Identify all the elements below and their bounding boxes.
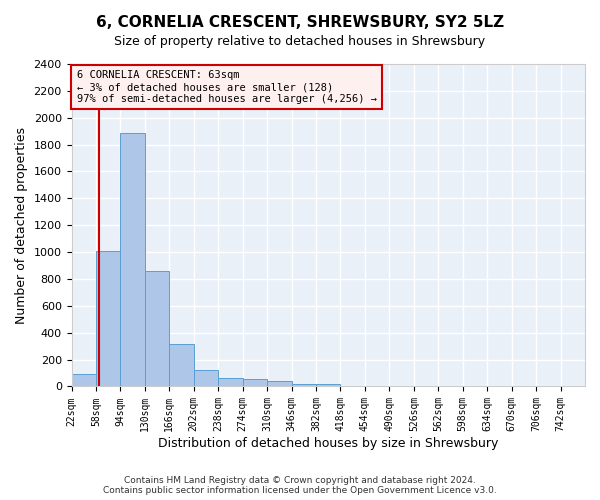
Bar <box>218 378 242 386</box>
Text: 6, CORNELIA CRESCENT, SHREWSBURY, SY2 5LZ: 6, CORNELIA CRESCENT, SHREWSBURY, SY2 5L… <box>96 15 504 30</box>
Bar <box>96 251 121 386</box>
Bar <box>145 271 169 386</box>
Bar <box>194 370 218 386</box>
Bar <box>292 384 316 386</box>
Text: 6 CORNELIA CRESCENT: 63sqm
← 3% of detached houses are smaller (128)
97% of semi: 6 CORNELIA CRESCENT: 63sqm ← 3% of detac… <box>77 70 377 104</box>
Text: Contains HM Land Registry data © Crown copyright and database right 2024.
Contai: Contains HM Land Registry data © Crown c… <box>103 476 497 495</box>
Bar <box>316 384 340 386</box>
Bar <box>169 344 194 387</box>
Text: Size of property relative to detached houses in Shrewsbury: Size of property relative to detached ho… <box>115 35 485 48</box>
Y-axis label: Number of detached properties: Number of detached properties <box>15 126 28 324</box>
Bar <box>242 380 267 386</box>
Bar <box>267 382 292 386</box>
Bar <box>71 374 96 386</box>
X-axis label: Distribution of detached houses by size in Shrewsbury: Distribution of detached houses by size … <box>158 437 499 450</box>
Bar <box>121 132 145 386</box>
